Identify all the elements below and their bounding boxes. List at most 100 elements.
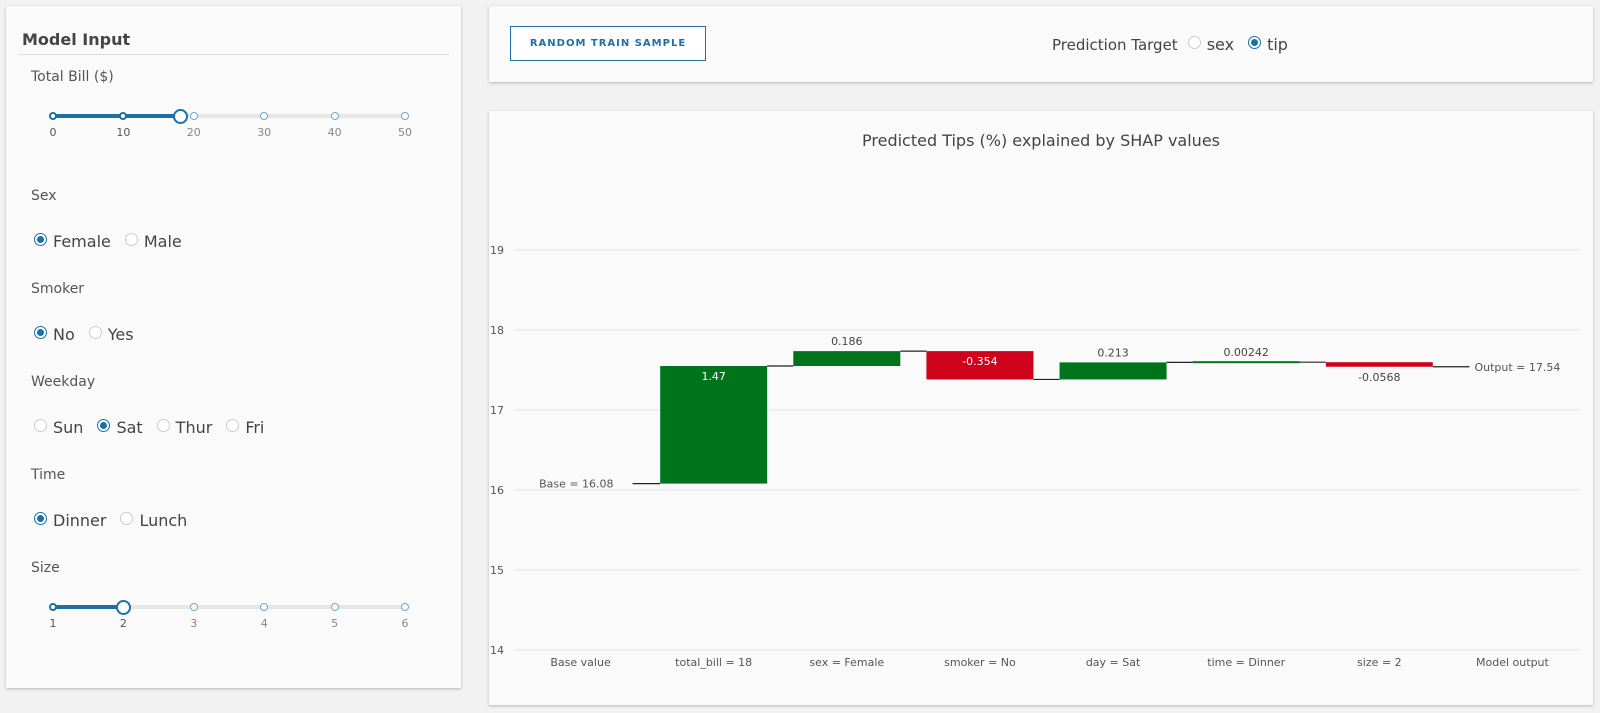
slider-mark-label[interactable]: 5 (331, 617, 339, 630)
waterfall-bar (926, 351, 1034, 380)
bar-value-label: -0.0568 (1358, 371, 1400, 384)
slider-mark-dot[interactable] (49, 112, 57, 120)
bar-value-label: 0.00242 (1223, 346, 1269, 359)
slider-mark-dot[interactable] (260, 112, 269, 120)
time-label: Time (31, 467, 66, 483)
x-tick-label: time = Dinner (1207, 656, 1285, 669)
base-label: Base = 16.08 (539, 478, 614, 491)
slider-mark-label[interactable]: 30 (257, 126, 272, 139)
radio-label: Female (53, 232, 111, 251)
radio-label: No (53, 325, 75, 344)
radio-label: Sat (116, 418, 143, 437)
radio-button-icon[interactable] (120, 512, 134, 525)
slider-mark-label[interactable]: 0 (49, 126, 57, 139)
radio-label: Yes (107, 325, 134, 344)
slider-mark-dot[interactable] (330, 112, 339, 120)
slider-mark-dot[interactable] (401, 603, 409, 611)
smoker-option-no[interactable]: No (34, 325, 75, 344)
slider-mark-dot[interactable] (189, 112, 198, 120)
slider-mark-dot[interactable] (401, 112, 409, 120)
waterfall-bar (1192, 361, 1300, 364)
weekday-option-thur[interactable]: Thur (156, 418, 213, 437)
radio-button-icon[interactable] (124, 233, 138, 246)
random-train-sample-button[interactable]: RANDOM TRAIN SAMPLE (510, 26, 706, 61)
bar-value-label: 0.213 (1097, 346, 1129, 359)
slider-mark-label[interactable]: 1 (49, 617, 57, 630)
slider-mark-dot[interactable] (189, 603, 198, 611)
shap-chart-card: 14 15 16 17 18 19 Base value total_bill = 18 sex… (489, 111, 1593, 705)
slider-handle[interactable] (172, 109, 188, 124)
radio-button-icon[interactable] (97, 419, 111, 432)
y-tick-label: 19 (490, 244, 504, 257)
radio-button-icon[interactable] (88, 326, 102, 339)
panel-divider (18, 54, 449, 55)
slider-mark-dot[interactable] (119, 112, 128, 120)
slider-mark-label[interactable]: 2 (119, 617, 127, 630)
time-option-lunch[interactable]: Lunch (120, 511, 187, 530)
radio-button-icon[interactable] (34, 512, 47, 525)
waterfall-bar (660, 366, 768, 484)
radio-label: Male (143, 232, 182, 251)
y-tick-label: 17 (490, 404, 504, 417)
slider-mark-label[interactable]: 40 (327, 126, 342, 139)
radio-label: Sun (53, 418, 84, 437)
slider-handle[interactable] (116, 600, 132, 615)
y-tick-label: 18 (490, 324, 504, 337)
size-label: Size (31, 560, 60, 576)
x-tick-label: smoker = No (944, 656, 1016, 669)
radio-button-icon[interactable] (1248, 36, 1262, 49)
size-slider[interactable]: 1 2 3 4 5 6 (49, 599, 418, 639)
slider-mark-label[interactable]: 3 (190, 617, 198, 630)
radio-label: Dinner (53, 511, 107, 530)
total-bill-slider[interactable]: 0 10 20 30 40 50 (49, 108, 418, 148)
slider-mark-label[interactable]: 50 (398, 126, 412, 139)
slider-mark-label[interactable]: 10 (116, 126, 131, 139)
y-tick-label: 14 (490, 644, 504, 657)
x-tick-label: sex = Female (809, 656, 884, 669)
weekday-option-fri[interactable]: Fri (226, 418, 264, 437)
radio-button-icon[interactable] (226, 419, 240, 432)
slider-fill (52, 605, 123, 609)
y-tick-label: 16 (490, 484, 504, 497)
weekday-option-sun[interactable]: Sun (34, 418, 83, 437)
radio-button-icon[interactable] (34, 419, 47, 432)
chart-title: Predicted Tips (%) explained by SHAP val… (862, 131, 1220, 150)
target-option-tip[interactable]: tip (1248, 35, 1288, 54)
x-tick-label: size = 2 (1357, 656, 1402, 669)
waterfall-bar (793, 351, 901, 366)
radio-label: Thur (175, 418, 213, 437)
smoker-radio-group: No Yes (34, 325, 148, 344)
shap-waterfall-chart: 14 15 16 17 18 19 Base value total_bill = 18 sex… (490, 244, 1579, 669)
radio-button-icon[interactable] (34, 326, 47, 339)
total-bill-label: Total Bill ($) (31, 69, 114, 85)
slider-fill (52, 114, 179, 118)
smoker-label: Smoker (31, 281, 85, 297)
slider-mark-label[interactable]: 4 (260, 617, 268, 630)
radio-button-icon[interactable] (1187, 36, 1201, 49)
time-option-dinner[interactable]: Dinner (34, 511, 106, 530)
weekday-option-sat[interactable]: Sat (97, 418, 143, 437)
x-tick-label: day = Sat (1086, 656, 1141, 669)
slider-mark-dot[interactable] (330, 603, 339, 611)
output-label: Output = 17.54 (1474, 361, 1560, 374)
bar-value-label: 1.47 (701, 370, 726, 383)
sex-option-female[interactable]: Female (34, 232, 111, 251)
toolbar: RANDOM TRAIN SAMPLE Prediction Target se… (489, 6, 1593, 82)
slider-mark-label[interactable]: 20 (186, 126, 201, 139)
slider-track[interactable] (52, 114, 404, 118)
radio-button-icon[interactable] (34, 233, 47, 246)
target-option-sex[interactable]: sex (1187, 35, 1234, 54)
x-tick-label: Model output (1476, 656, 1549, 669)
smoker-option-yes[interactable]: Yes (88, 325, 134, 344)
slider-mark-label[interactable]: 6 (401, 617, 409, 630)
slider-mark-dot[interactable] (49, 603, 57, 611)
slider-mark-dot[interactable] (260, 603, 269, 611)
weekday-label: Weekday (31, 374, 96, 390)
slider-track[interactable] (52, 605, 404, 609)
y-tick-label: 15 (490, 564, 504, 577)
bar-value-label: 0.186 (831, 335, 863, 348)
bar-value-label: -0.354 (962, 355, 997, 368)
radio-label: Fri (245, 418, 265, 437)
radio-button-icon[interactable] (156, 419, 170, 432)
sex-option-male[interactable]: Male (124, 232, 182, 251)
